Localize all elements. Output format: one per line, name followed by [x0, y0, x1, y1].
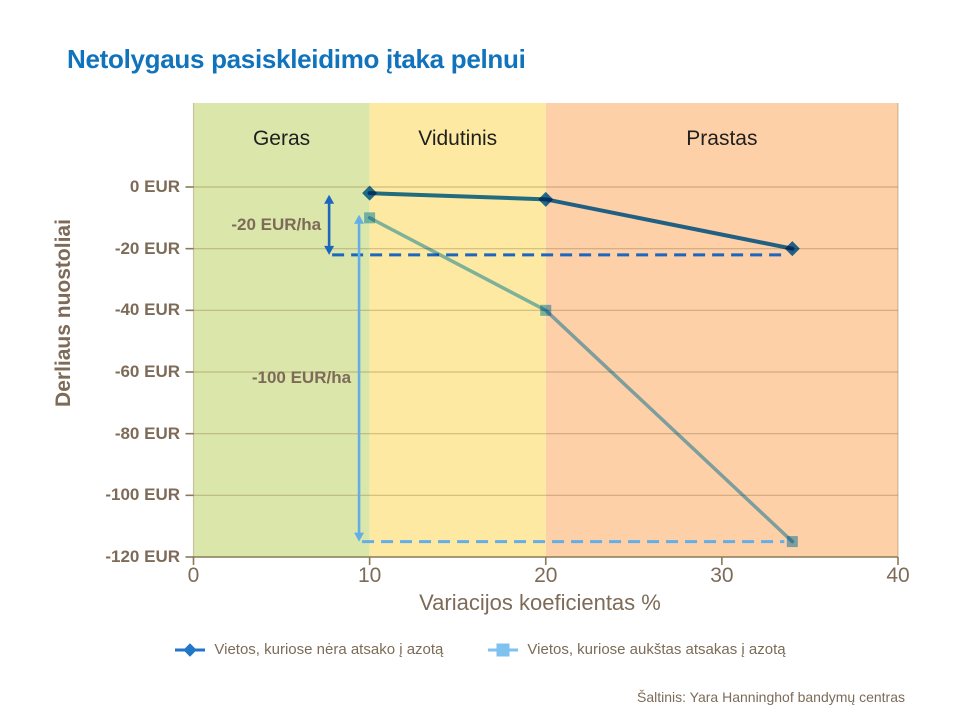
annotation-arrowhead-up-0 [324, 194, 335, 204]
data-point-diamond [538, 191, 554, 207]
x-tick-label: 10 [357, 564, 382, 587]
x-tick-label: 0 [187, 564, 200, 587]
zone-rect-geras [193, 103, 370, 557]
legend-marker-square-icon [488, 643, 519, 656]
legend-item-no-response: Vietos, kuriose nėra atsako į azotą [174, 641, 443, 658]
y-tick-label: 0 EUR [129, 177, 180, 196]
y-tick-label: -20 EUR [114, 238, 180, 258]
y-tick-label: -40 EUR [114, 300, 180, 320]
x-tick-label: 40 [886, 564, 910, 587]
zone-label-vidutinis: Vidutinis [418, 127, 498, 150]
zone-rect-vidutinis [369, 103, 546, 557]
y-tick-label: -80 EUR [114, 423, 180, 443]
legend-label: Vietos, kuriose aukštas atsakas į azotą [527, 641, 786, 658]
legend-item-high-response: Vietos, kuriose aukštas atsakas į azotą [487, 641, 786, 658]
annotation-label-0: -20 EUR/ha [231, 214, 322, 234]
legend-label: Vietos, kuriose nėra atsako į azotą [214, 641, 444, 658]
annotation-label-1: -100 EUR/ha [251, 368, 352, 388]
y-tick-label: -120 EUR [105, 547, 180, 566]
annotation-arrowhead-up-1 [354, 214, 365, 224]
y-tick-label: -100 EUR [105, 485, 180, 505]
data-point-square [786, 536, 798, 548]
data-point-square [540, 304, 552, 316]
data-point-diamond [362, 185, 378, 201]
zone-label-prastas: Prastas [686, 127, 758, 150]
zone-rect-prastas [545, 103, 898, 557]
x-tick-label: 20 [534, 564, 558, 587]
legend-marker-diamond-icon [175, 642, 206, 657]
x-axis-title: Variacijos koeficientas % [419, 590, 661, 615]
legend: Vietos, kuriose nėra atsako į azotą Viet… [0, 641, 960, 658]
annotation-arrowhead-down-1 [354, 532, 365, 542]
data-point-diamond [784, 241, 800, 257]
zone-label-geras: Geras [252, 127, 311, 150]
data-point-square [364, 212, 376, 224]
annotation-arrowhead-down-0 [324, 245, 335, 255]
chart-title: Netolygaus pasiskleidimo įtaka pelnui [67, 44, 526, 74]
source-note: Šaltinis: Yara Hanninghof bandymų centra… [637, 689, 905, 705]
x-tick-label: 30 [710, 564, 734, 587]
y-tick-label: -60 EUR [114, 362, 180, 381]
